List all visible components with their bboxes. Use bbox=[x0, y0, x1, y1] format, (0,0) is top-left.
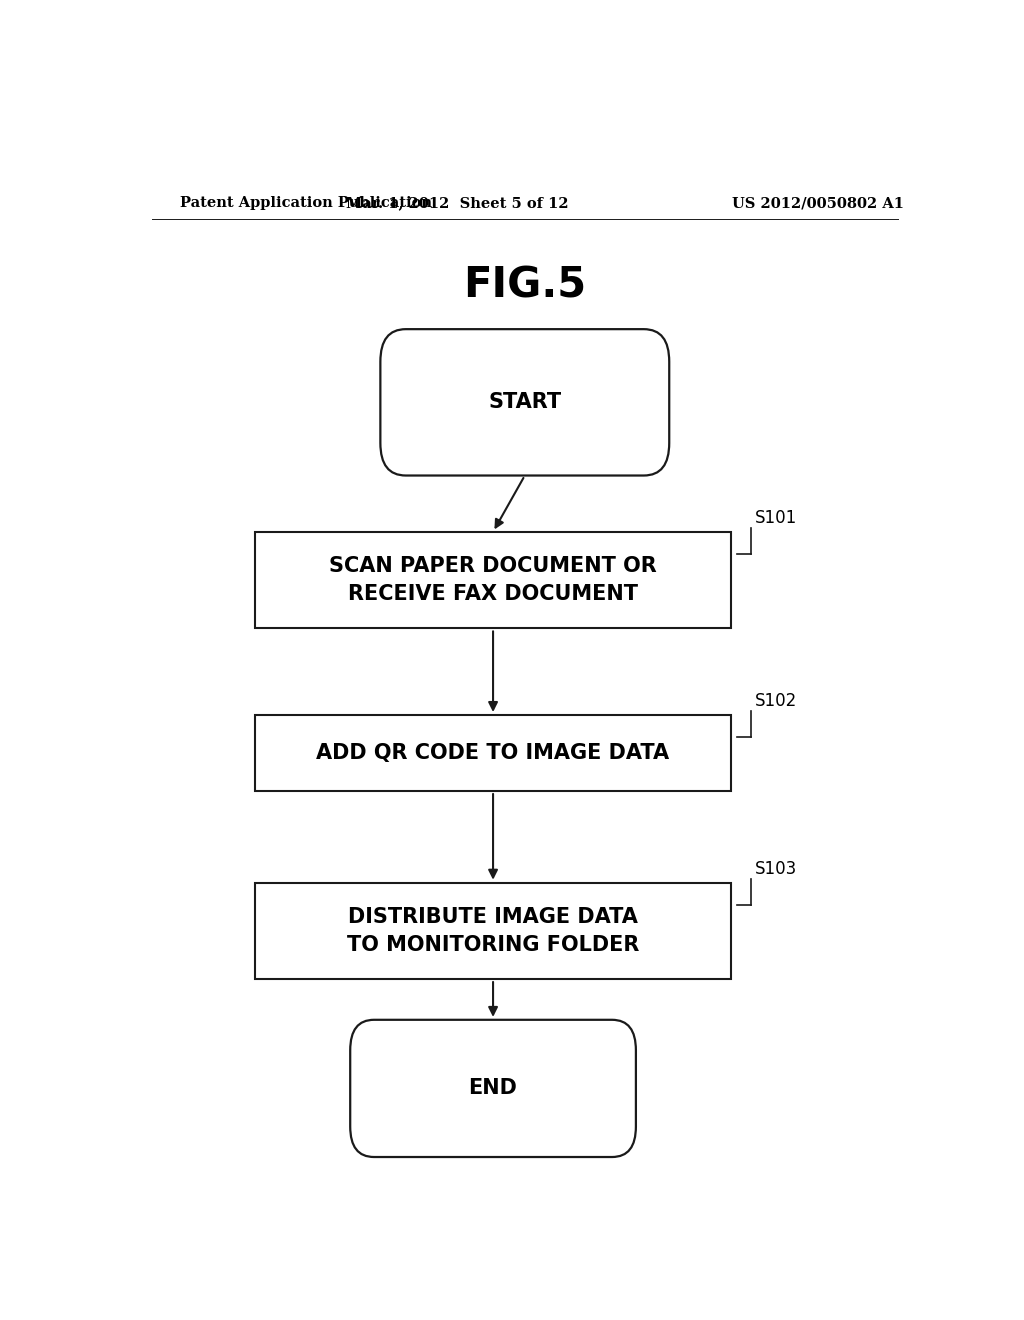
Text: FIG.5: FIG.5 bbox=[463, 264, 587, 306]
Text: DISTRIBUTE IMAGE DATA
TO MONITORING FOLDER: DISTRIBUTE IMAGE DATA TO MONITORING FOLD… bbox=[347, 907, 639, 954]
Text: S102: S102 bbox=[755, 692, 798, 710]
Text: Mar. 1, 2012  Sheet 5 of 12: Mar. 1, 2012 Sheet 5 of 12 bbox=[346, 197, 568, 210]
Text: US 2012/0050802 A1: US 2012/0050802 A1 bbox=[732, 197, 904, 210]
Bar bbox=[255, 532, 731, 628]
Text: S103: S103 bbox=[755, 859, 798, 878]
FancyBboxPatch shape bbox=[350, 1020, 636, 1158]
Text: SCAN PAPER DOCUMENT OR
RECEIVE FAX DOCUMENT: SCAN PAPER DOCUMENT OR RECEIVE FAX DOCUM… bbox=[329, 556, 657, 605]
Text: ADD QR CODE TO IMAGE DATA: ADD QR CODE TO IMAGE DATA bbox=[316, 743, 670, 763]
Text: END: END bbox=[469, 1078, 517, 1098]
Bar bbox=[255, 883, 731, 979]
FancyBboxPatch shape bbox=[380, 329, 670, 475]
Text: START: START bbox=[488, 392, 561, 412]
Text: S101: S101 bbox=[755, 508, 798, 527]
Text: Patent Application Publication: Patent Application Publication bbox=[179, 197, 431, 210]
Bar bbox=[255, 715, 731, 791]
